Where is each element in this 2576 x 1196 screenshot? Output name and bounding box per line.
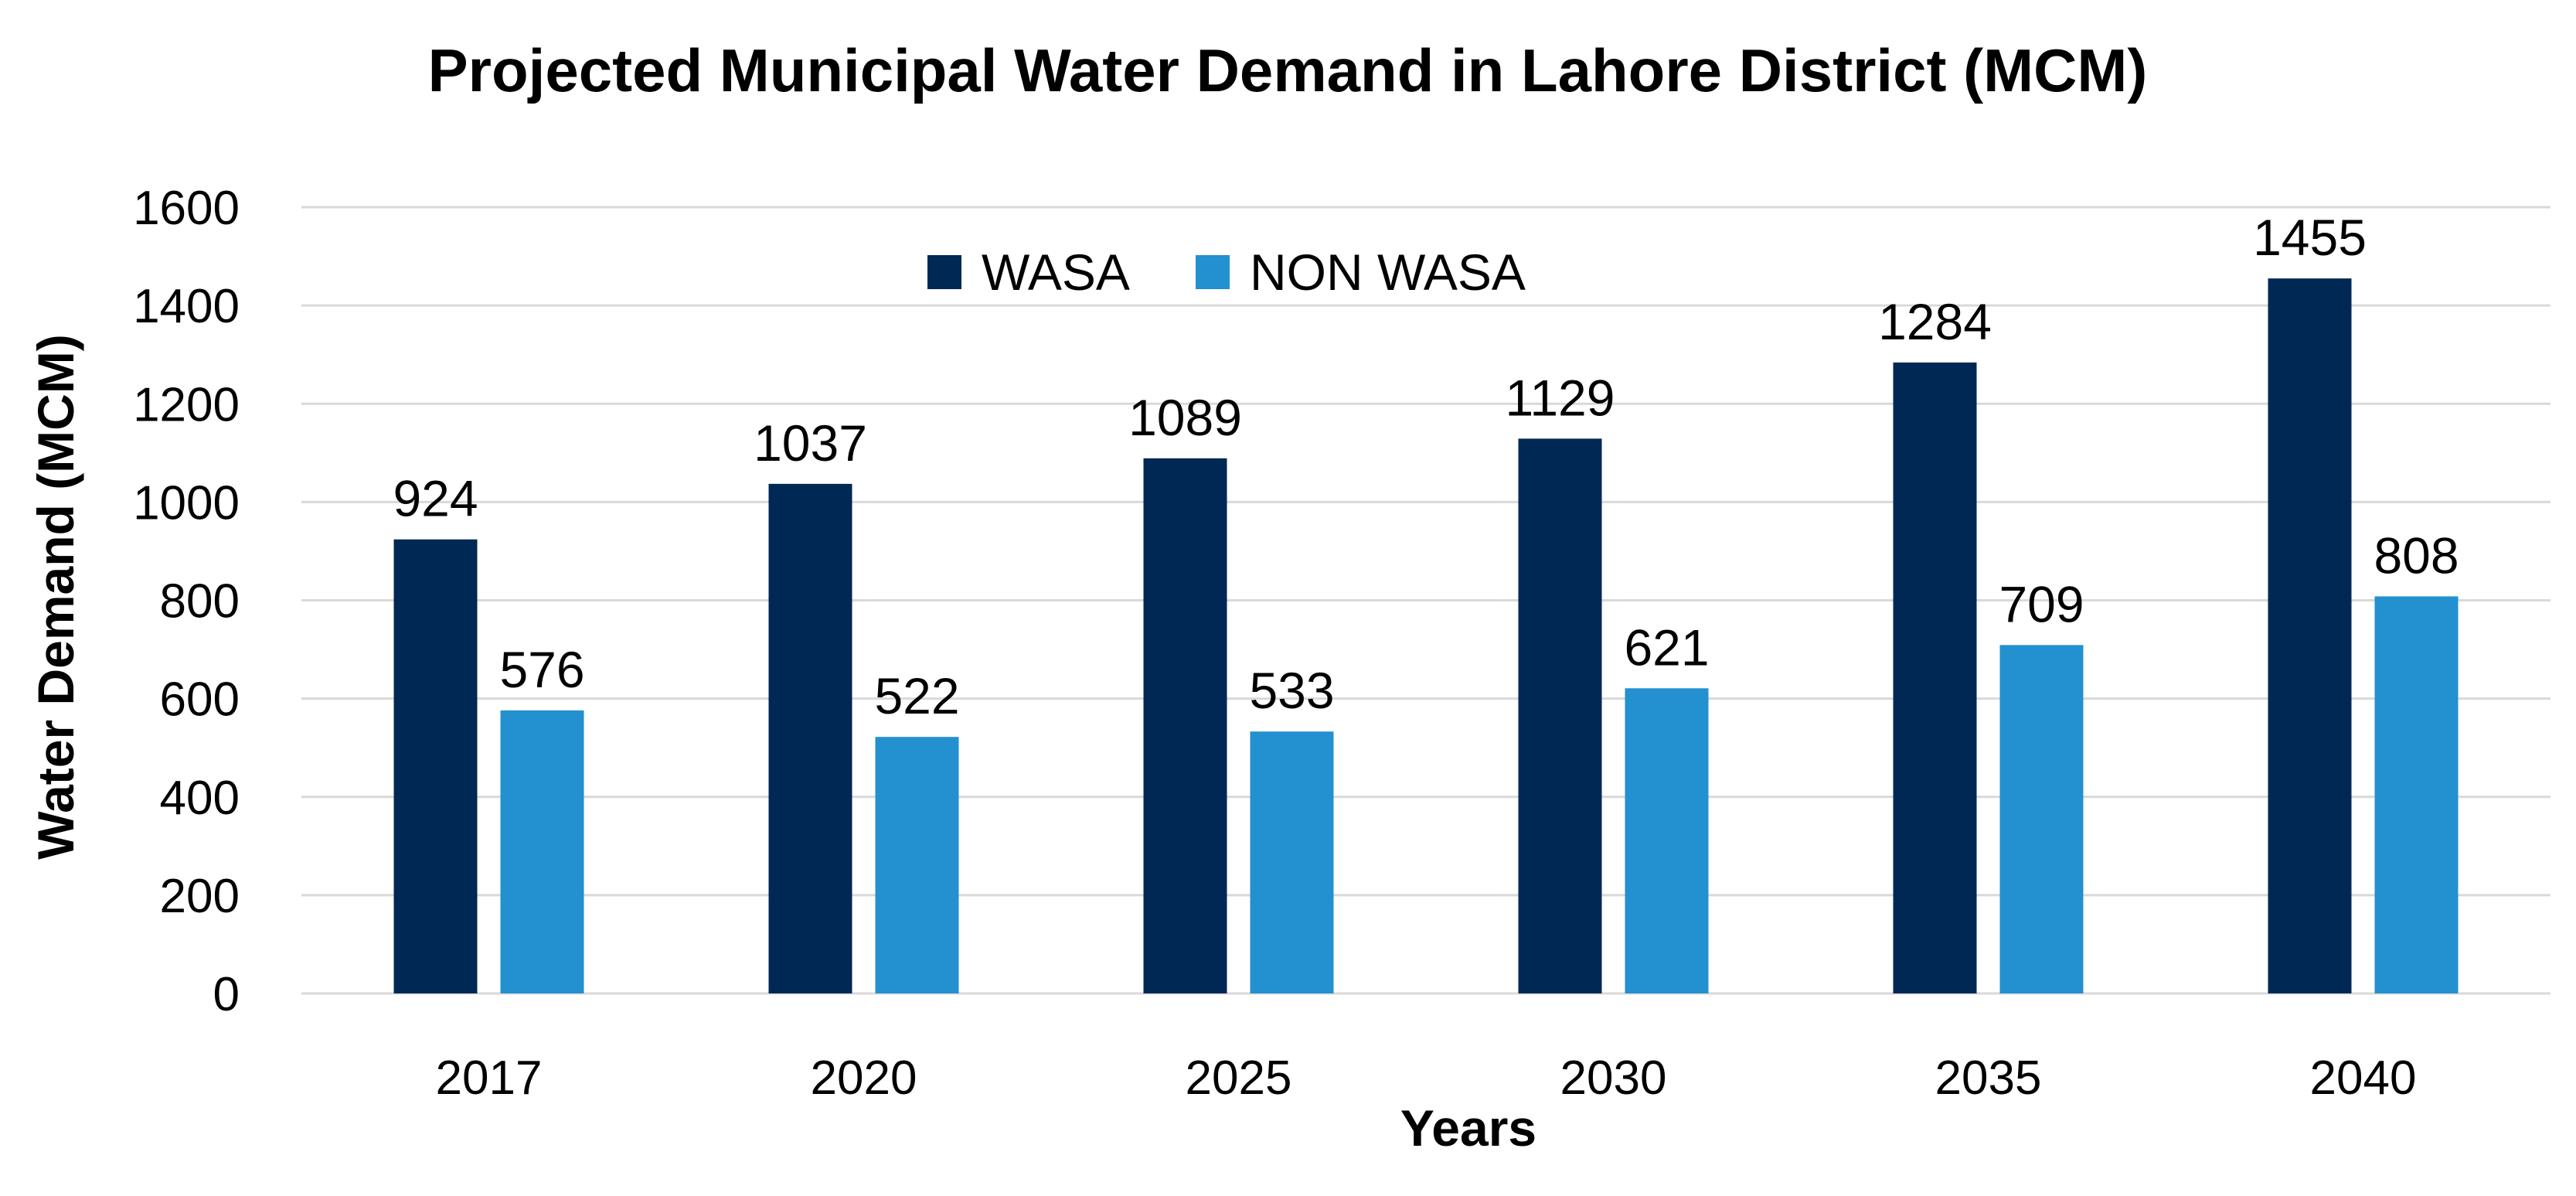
data-label: 533 — [1249, 662, 1334, 719]
bar-non-wasa-2020 — [875, 737, 959, 993]
gridlines — [301, 206, 2550, 995]
bar-wasa-2035 — [1893, 362, 1977, 993]
bar-non-wasa-2017 — [500, 710, 584, 993]
y-tick-label: 400 — [160, 772, 240, 825]
x-axis-title: Years — [1400, 1099, 1536, 1157]
y-axis-title: Water Demand (MCM) — [27, 334, 84, 860]
bar-non-wasa-2040 — [2374, 596, 2459, 993]
x-tick-label: 2017 — [436, 1051, 543, 1105]
y-tick-label: 800 — [160, 575, 240, 629]
y-tick-label: 0 — [213, 968, 240, 1021]
y-tick-label: 1600 — [133, 182, 240, 235]
legend: WASA NON WASA — [927, 244, 1526, 301]
y-tick-label: 1200 — [133, 378, 240, 431]
x-tick-label: 2025 — [1186, 1051, 1292, 1105]
data-label: 1037 — [754, 414, 867, 472]
data-label: 709 — [1999, 575, 2084, 632]
bar-wasa-2025 — [1143, 458, 1227, 993]
y-tick-label: 1000 — [133, 476, 240, 530]
bar-wasa-2030 — [1518, 438, 1602, 993]
bar-wasa-2017 — [393, 539, 478, 993]
x-tick-label: 2035 — [1935, 1051, 2042, 1105]
x-tick-label: 2030 — [1560, 1051, 1667, 1105]
x-tick-label: 2020 — [811, 1051, 917, 1105]
data-label: 1284 — [1878, 293, 1992, 350]
y-tick-label: 600 — [160, 673, 240, 727]
y-tick-label: 1400 — [133, 280, 240, 333]
legend-swatch — [927, 255, 961, 289]
legend-label: WASA — [982, 244, 1130, 301]
bars — [393, 278, 2459, 993]
data-label: 1129 — [1506, 369, 1615, 426]
y-axis-ticks: 0 200 400 600 800 1000 1200 1400 1600 — [133, 182, 240, 1021]
legend-swatch — [1196, 255, 1230, 289]
data-label: 576 — [499, 641, 584, 698]
bar-non-wasa-2025 — [1250, 731, 1334, 993]
data-label: 522 — [874, 667, 959, 724]
data-label: 808 — [2374, 526, 2459, 584]
bar-wasa-2020 — [768, 483, 852, 993]
legend-label: NON WASA — [1250, 244, 1526, 301]
chart-title: Projected Municipal Water Demand in Laho… — [428, 36, 2148, 104]
bar-wasa-2040 — [2268, 278, 2352, 993]
data-label: 1455 — [2253, 209, 2367, 266]
data-label: 1089 — [1128, 389, 1242, 446]
data-label: 924 — [393, 470, 478, 527]
x-axis-ticks: 2017 2020 2025 2030 2035 2040 — [436, 1051, 2417, 1105]
bar-non-wasa-2030 — [1625, 688, 1709, 993]
y-tick-label: 200 — [160, 870, 240, 923]
data-labels: 924 576 1037 522 1089 533 1129 621 1284 709 1455 80… — [393, 209, 2459, 724]
data-label: 621 — [1624, 618, 1709, 676]
bar-non-wasa-2035 — [1999, 645, 2084, 993]
x-tick-label: 2040 — [2310, 1051, 2417, 1105]
